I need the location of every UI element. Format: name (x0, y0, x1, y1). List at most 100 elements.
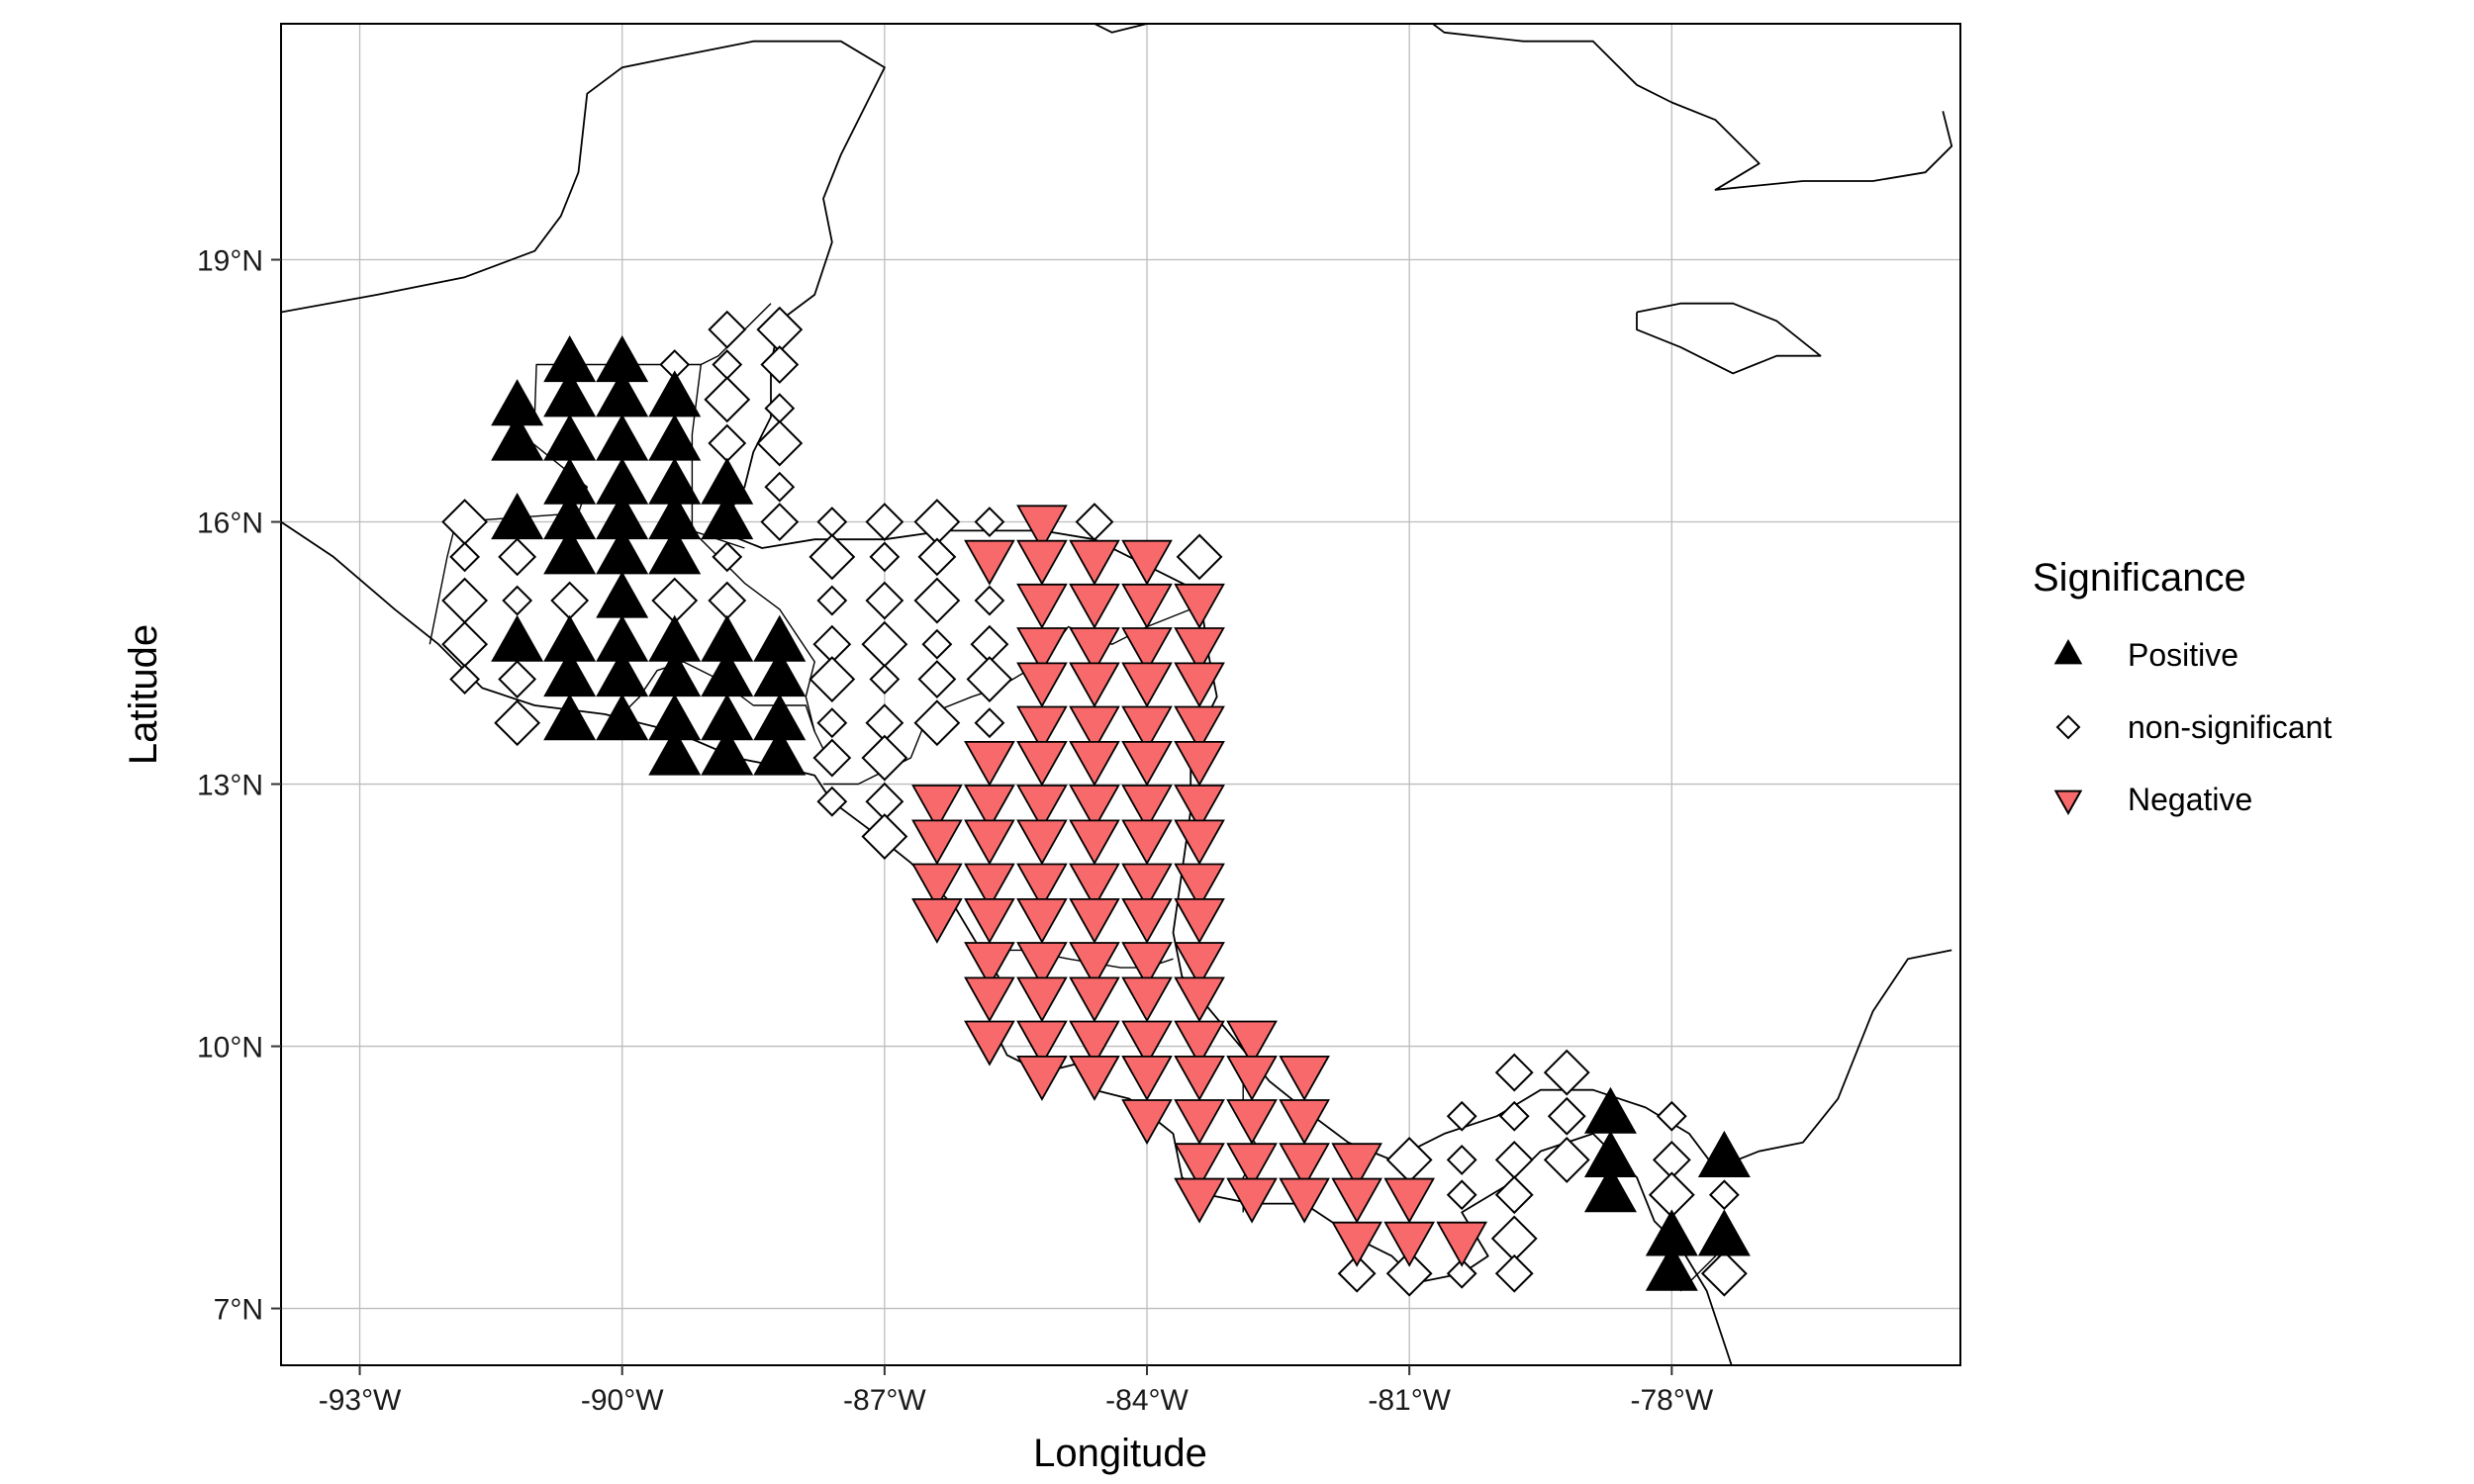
point-negative (1226, 1177, 1278, 1224)
point-negative (1069, 662, 1120, 708)
y-tick-label: 10°N (197, 1032, 263, 1065)
point-negative (1174, 819, 1225, 866)
point-positive (543, 527, 597, 575)
point-negative (1279, 1099, 1330, 1146)
point-negative (1121, 740, 1173, 787)
point-non-significant (921, 628, 953, 660)
point-non-significant (704, 376, 751, 423)
point-negative (1121, 705, 1173, 752)
point-non-significant (1494, 1253, 1534, 1293)
point-non-significant (502, 585, 533, 616)
point-non-significant (865, 503, 904, 541)
point-negative (1331, 1143, 1382, 1189)
point-negative (1121, 539, 1173, 586)
point-non-significant (913, 699, 961, 747)
point-negative (1174, 627, 1225, 674)
legend-label-negative: Negative (2128, 782, 2252, 817)
point-non-significant (1700, 1250, 1748, 1297)
point-positive (701, 493, 754, 540)
country-border (700, 303, 772, 366)
point-negative (1121, 1099, 1173, 1146)
point-positive (753, 728, 807, 776)
point-negative (1174, 942, 1225, 988)
point-negative (1016, 539, 1068, 586)
point-negative (1016, 785, 1068, 831)
point-non-significant (861, 813, 908, 860)
point-negative (1016, 942, 1068, 988)
point-negative (1226, 1143, 1278, 1189)
y-axis: 7°N 10°N 13°N 16°N 19°N (197, 245, 281, 1327)
point-positive (491, 493, 544, 540)
point-non-significant (1385, 1250, 1433, 1297)
point-negative (1121, 942, 1173, 988)
point-negative (1016, 627, 1068, 674)
legend-key-ns (2055, 714, 2081, 740)
point-negative (1174, 976, 1225, 1023)
point-negative (911, 785, 963, 831)
point-negative (1016, 863, 1068, 909)
point-non-significant (974, 707, 1005, 739)
point-positive (491, 414, 544, 461)
point-negative (1174, 785, 1225, 831)
coastline (1093, 24, 1155, 34)
coastline (1636, 302, 1822, 375)
point-negative (1069, 942, 1120, 988)
point-non-significant (809, 533, 856, 581)
point-negative (1174, 1143, 1225, 1189)
point-negative (964, 942, 1015, 988)
point-negative (1016, 1055, 1068, 1101)
point-negative (1121, 1055, 1173, 1101)
point-non-significant (809, 656, 856, 702)
point-positive (491, 614, 544, 662)
point-negative (1174, 740, 1225, 787)
point-positive (1645, 1244, 1698, 1291)
country-border (428, 521, 457, 645)
point-negative (964, 897, 1015, 944)
point-negative (1121, 863, 1173, 909)
point-non-significant (1446, 1179, 1477, 1211)
point-non-significant (764, 471, 796, 503)
point-negative (1121, 976, 1173, 1023)
point-non-significant (1494, 1175, 1534, 1215)
point-negative (1174, 863, 1225, 909)
coastline (1431, 24, 1953, 191)
point-non-significant (865, 581, 904, 620)
legend-label-positive: Positive (2128, 637, 2238, 673)
legend: Significance Positive non-significant Nega… (2033, 556, 2331, 817)
point-negative (1383, 1177, 1436, 1224)
point-non-significant (708, 310, 747, 349)
point-positive (543, 694, 597, 741)
point-positive (1583, 1165, 1637, 1213)
point-non-significant (816, 707, 848, 739)
x-tick-label: -78°W (1630, 1384, 1713, 1417)
point-negative (1069, 627, 1120, 674)
point-negative (1069, 785, 1120, 831)
legend-title: Significance (2033, 556, 2246, 600)
point-negative (1174, 897, 1225, 944)
point-non-significant (1708, 1179, 1740, 1211)
point-negative (911, 897, 963, 944)
point-negative (1069, 897, 1120, 944)
point-non-significant (917, 537, 957, 577)
point-positive (1697, 1130, 1751, 1177)
y-tick-label: 16°N (197, 508, 263, 540)
point-non-significant (1494, 1053, 1534, 1092)
point-negative (1121, 1020, 1173, 1067)
data-points (441, 306, 1751, 1297)
point-negative (1016, 976, 1068, 1023)
y-axis-title: Latitude (122, 624, 165, 765)
point-negative (911, 863, 963, 909)
point-positive (1697, 1209, 1751, 1256)
point-negative (1016, 897, 1068, 944)
point-negative (964, 785, 1015, 831)
point-negative (1016, 740, 1068, 787)
point-non-significant (816, 786, 848, 817)
point-negative (1069, 539, 1120, 586)
point-negative (1121, 627, 1173, 674)
point-non-significant (449, 664, 481, 695)
point-non-significant (913, 577, 961, 624)
point-non-significant (1446, 1257, 1477, 1289)
point-negative (1174, 1177, 1225, 1224)
point-negative (1069, 1055, 1120, 1101)
point-negative (1174, 1099, 1225, 1146)
